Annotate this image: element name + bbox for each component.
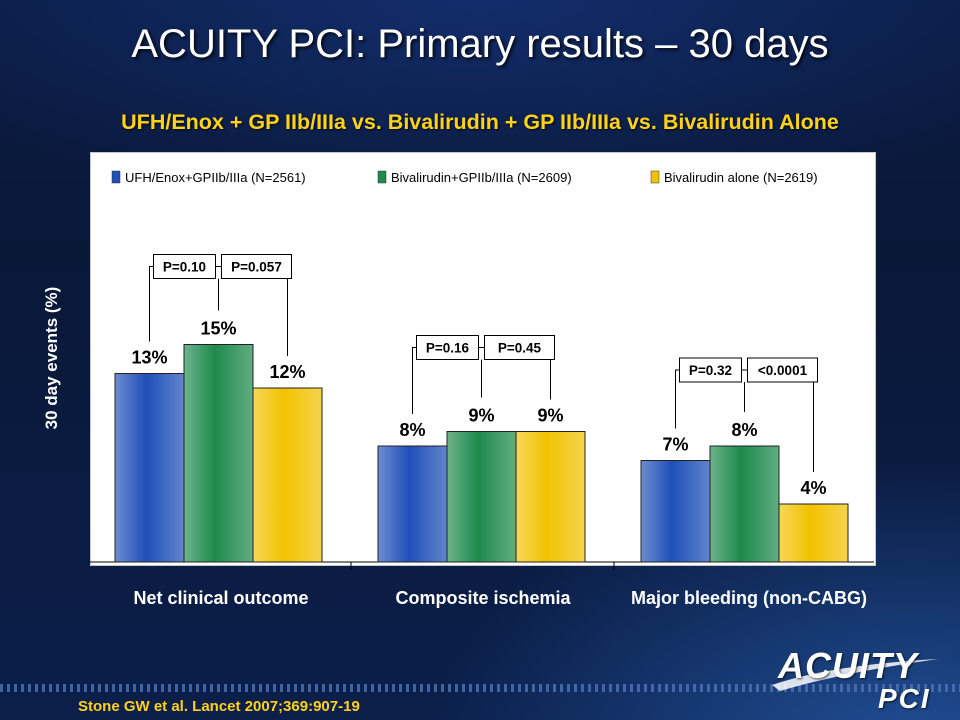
citation: Stone GW et al. Lancet 2007;369:907-19 [78, 698, 360, 715]
pvalue-box-0-0 [153, 254, 216, 279]
data-label-2-0: 7% [662, 435, 688, 455]
legend-swatch-0 [111, 170, 121, 184]
pvalue-box-2-1 [747, 357, 818, 383]
bar-2-2 [778, 503, 849, 563]
legend-swatch-1 [377, 170, 387, 184]
data-label-0-2: 12% [269, 362, 305, 382]
logo-swoosh-icon [772, 659, 938, 691]
legend-label-0: UFH/Enox+GPIIb/IIIa (N=2561) [125, 170, 306, 185]
bar-2-0 [640, 460, 711, 563]
data-label-1-0: 8% [399, 420, 425, 440]
logo-text-acuity: ACUITY [778, 645, 918, 686]
data-label-0-1: 15% [200, 319, 236, 339]
bar-2-1 [709, 445, 780, 563]
legend-label-2: Bivalirudin alone (N=2619) [664, 170, 818, 185]
pvalue-text-2-0: P=0.32 [689, 363, 732, 378]
bracket-right-2 [813, 369, 818, 472]
pvalue-text-0-0: P=0.10 [163, 260, 206, 275]
pvalue-text-1-0: P=0.16 [426, 341, 470, 356]
legend-label-1: Bivalirudin+GPIIb/IIIa (N=2609) [391, 170, 572, 185]
bar-1-0 [377, 445, 448, 563]
footer-stripe [0, 684, 960, 692]
bar-1-2 [515, 431, 586, 563]
bracket-left-0 [149, 266, 154, 342]
pvalue-box-1-0 [416, 335, 479, 360]
pvalue-box-2-0 [679, 357, 742, 383]
category-label-composite-ischemia: Composite ischemia [395, 588, 571, 608]
pvalue-box-1-1 [484, 335, 555, 360]
data-label-2-1: 8% [731, 420, 757, 440]
bar-0-1 [183, 344, 254, 563]
data-label-2-2: 4% [800, 478, 826, 498]
data-label-1-1: 9% [468, 406, 494, 426]
logo-text-pci: PCI [878, 683, 931, 714]
pvalue-box-0-1 [221, 254, 292, 279]
data-label-0-0: 13% [131, 348, 167, 368]
bracket-left-1 [412, 347, 417, 414]
pvalue-text-1-1: P=0.45 [498, 341, 542, 356]
legend-swatch-2 [650, 170, 660, 184]
pvalue-text-0-1: P=0.057 [231, 260, 282, 275]
bar-0-0 [114, 373, 185, 563]
bar-0-2 [252, 387, 323, 563]
category-label-net-clinical: Net clinical outcome [133, 588, 309, 608]
bracket-right-0 [287, 266, 292, 356]
slide-title: ACUITY PCI: Primary results – 30 days [131, 22, 829, 66]
pvalue-text-2-1: <0.0001 [758, 363, 808, 378]
data-label-1-2: 9% [537, 406, 563, 426]
bar-1-1 [446, 431, 517, 563]
acuity-pci-logo: ACUITY PCI [770, 645, 940, 715]
category-label-major-bleeding: Major bleeding (non-CABG) [631, 588, 867, 608]
bracket-left-2 [675, 369, 680, 429]
slide-subtitle: UFH/Enox + GP IIb/IIIa vs. Bivalirudin +… [121, 110, 839, 134]
